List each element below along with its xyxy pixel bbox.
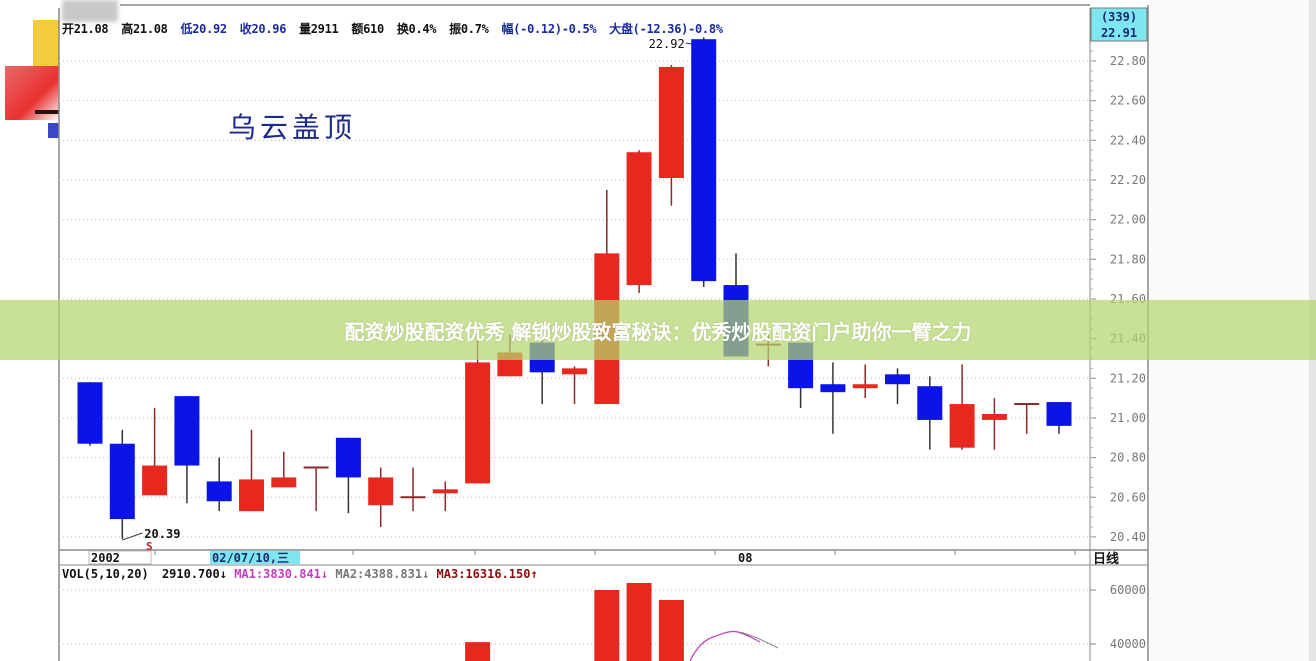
pattern-title: 乌云盖顶 (228, 111, 357, 144)
volume-header: VOL(5,10,20) 2910.700↓ MA1:3830.841↓ MA2… (62, 567, 538, 581)
decor-black-line (35, 110, 59, 114)
open-price: 开21.08 (62, 22, 109, 36)
period-label: 日线 (1093, 551, 1119, 567)
x-cursor-date-box (210, 551, 300, 564)
y-tick-label: 22.40 (1110, 133, 1146, 147)
volume-bar (658, 599, 684, 661)
candle-body (239, 479, 264, 512)
y-tick-label: 21.20 (1110, 371, 1146, 385)
decor-gray-block (62, 0, 118, 22)
candle-body (852, 384, 878, 389)
candle-body (1046, 402, 1072, 426)
candle-body (820, 384, 846, 393)
s-marker: S (146, 540, 153, 553)
ad-banner-text[interactable]: 配资炒股配资优秀 解锁炒股致富秘诀：优秀炒股配资门户助你一臂之力 (344, 320, 972, 344)
x-label-box (88, 550, 152, 565)
y-tick-label: 22.80 (1110, 54, 1146, 68)
candle-body (691, 39, 717, 282)
vol-ma2: MA2:4388.831 (335, 567, 423, 581)
candle-body (626, 152, 652, 286)
candle-body (465, 362, 491, 484)
y-tick-label: 21.00 (1110, 411, 1146, 425)
turnover: 换0.4% (396, 22, 437, 36)
axis-header-box (1090, 7, 1148, 42)
decor-yellow-block (33, 20, 59, 66)
axis-header-price: 22.91 (1101, 26, 1137, 40)
candle-body (206, 481, 232, 502)
candle-body (109, 443, 135, 520)
candle-body (949, 404, 975, 448)
candle-body (368, 477, 394, 506)
quote-info-bar: 开21.08 高21.08 低20.92 收20.96 量2911 额610 换… (62, 20, 729, 37)
x-cursor-date: 02/07/10,三 (212, 551, 289, 565)
vol-ma1: MA1:3830.841 (234, 567, 321, 581)
volume: 量2911 (299, 22, 339, 36)
candle-body (885, 374, 910, 385)
candle-body (432, 489, 458, 494)
candle-body (77, 382, 103, 444)
axis-header-count: (339) (1101, 10, 1137, 24)
low-annotation: 20.39 (144, 527, 180, 541)
low-price: 低20.92 (180, 22, 228, 36)
decor-blue-block (48, 123, 59, 138)
high-price: 高21.08 (121, 22, 168, 36)
volume-bar (465, 642, 491, 661)
candle-body (335, 437, 361, 478)
y-tick-label: 21.80 (1110, 252, 1146, 266)
x-label-month: 08 (738, 551, 752, 565)
candle-body (174, 396, 200, 466)
market-change: 大盘(-12.36)-0.8% (609, 22, 723, 36)
candle-body (142, 465, 168, 496)
high-marker-line (685, 42, 692, 45)
low-marker-line (122, 532, 143, 541)
y-tick-label: 20.40 (1110, 530, 1146, 544)
x-label-year: 2002 (91, 551, 120, 565)
volume-bar (594, 590, 620, 661)
vol-y-tick-label: 40000 (1110, 637, 1146, 651)
vol-ma3: MA3:16316.150 (436, 567, 531, 581)
candle-body (658, 66, 684, 178)
candle-body (981, 413, 1007, 420)
vol-indicator: VOL(5,10,20) (62, 567, 149, 581)
vol-value: 2910.700 (161, 567, 220, 581)
ad-banner[interactable] (0, 300, 1316, 360)
y-tick-label: 20.60 (1110, 490, 1146, 504)
y-tick-label: 20.80 (1110, 451, 1146, 465)
y-tick-label: 22.00 (1110, 213, 1146, 227)
candle-body (917, 386, 943, 420)
candle-body (562, 368, 587, 375)
vol-y-tick-label: 60000 (1110, 583, 1146, 597)
candle-body (271, 477, 297, 488)
y-tick-label: 22.20 (1110, 173, 1146, 187)
amount: 额610 (351, 22, 384, 36)
vol-ma2-line (739, 631, 779, 649)
close-price: 收20.96 (239, 22, 287, 36)
change: 幅(-0.12)-0.5% (501, 22, 597, 36)
vol-ma1-line (689, 630, 761, 661)
high-annotation: 22.92 (649, 37, 685, 51)
volume-bar (626, 582, 652, 661)
y-tick-label: 22.60 (1110, 94, 1146, 108)
amplitude: 振0.7% (449, 22, 489, 36)
